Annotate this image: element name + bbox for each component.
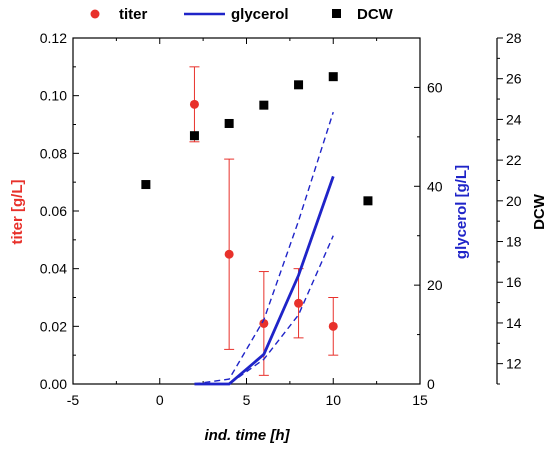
titer-tick-label: 0.12 [40,30,67,46]
dcw-axis-title: DCW [531,193,548,230]
glycerol-tick-label: 20 [427,277,443,293]
glycerol-upper-bound-line [194,111,334,385]
glycerol-tick-label: 0 [427,376,435,392]
dcw-tick-label: 12 [506,356,522,372]
dcw-point [363,196,373,206]
titer-tick-label: 0.02 [40,318,67,334]
titer-tick-label: 0.10 [40,88,67,104]
dcw-tick-label: 24 [506,111,522,127]
dcw-point [294,80,304,90]
dcw-tick-label: 26 [506,71,522,87]
x-tick-label: 10 [325,392,341,408]
glycerol-lower-bound-line [220,235,334,385]
glycerol-axis-title: glycerol [g/L] [453,165,470,259]
legend-dcw-marker [332,9,341,18]
dcw-tick-label: 18 [506,234,522,250]
titer-point [224,249,234,259]
dcw-point [141,180,151,190]
dcw-point [189,131,199,141]
legend: titer glycerol DCW [90,6,394,23]
ticks-layer: -5 0 5 10 15 0.00 0.02 0.04 0.06 0.08 0.10 0.12 0 20 4… [40,30,522,408]
dcw-tick-label: 16 [506,274,522,290]
plot-frame-layer [72,37,421,385]
dcw-tick-label: 20 [506,193,522,209]
titer-point [189,99,199,109]
x-tick-label: 15 [412,392,428,408]
series-layer [141,66,373,386]
titer-tick-label: 0.00 [40,376,67,392]
x-tick-label: 5 [243,392,251,408]
dcw-point [328,72,338,82]
x-axis-title: ind. time [h] [205,427,291,444]
x-tick-label: 0 [156,392,164,408]
glycerol-tick-label: 60 [427,79,443,95]
titer-tick-label: 0.08 [40,145,67,161]
dcw-tick-label: 28 [506,30,522,46]
legend-dcw-label: DCW [357,6,394,23]
plot-frame [72,37,421,385]
titer-point [259,318,269,328]
legend-glycerol-label: glycerol [231,6,289,23]
dcw-tick-label: 22 [506,152,522,168]
legend-titer-label: titer [119,6,148,23]
titer-point [294,298,304,308]
titer-tick-label: 0.04 [40,261,67,277]
legend-titer-marker [90,9,100,19]
titer-tick-label: 0.06 [40,203,67,219]
x-tick-label: -5 [67,392,80,408]
titer-axis-title: titer [g/L] [9,180,26,245]
dcw-point [259,100,269,110]
glycerol-line [194,175,335,386]
titer-point [328,321,338,331]
glycerol-tick-label: 40 [427,178,443,194]
dcw-point [224,118,234,128]
dcw-tick-label: 14 [506,315,522,331]
